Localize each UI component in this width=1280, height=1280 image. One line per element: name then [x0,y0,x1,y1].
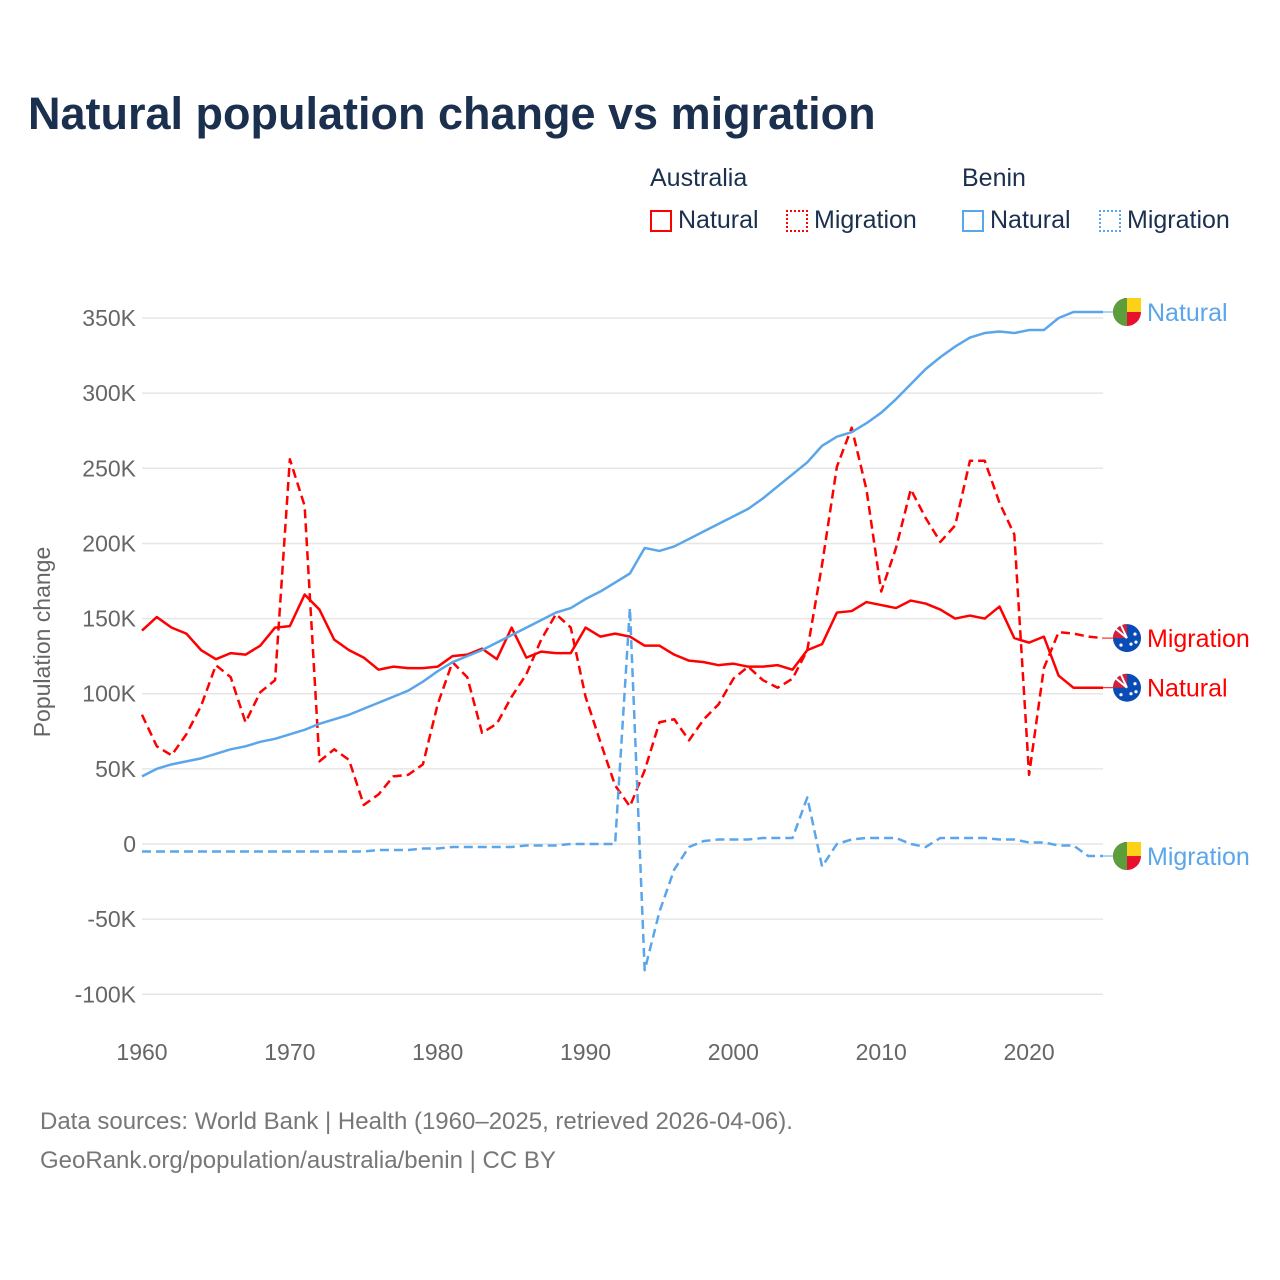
legend-group-australia: Australia [650,164,748,192]
legend-item-australia-migration[interactable]: Migration [786,206,917,235]
y-tick-label: -100K [75,981,137,1007]
legend-label: Migration [814,206,917,234]
y-tick-label: 300K [82,380,136,406]
flag-star [1129,692,1133,696]
y-tick-label: 100K [82,681,136,707]
australia-flag-icon [1113,673,1141,702]
x-tick-label: 2020 [1003,1039,1054,1065]
series-end-label: Migration [1147,625,1250,653]
x-tick-label: 2010 [856,1039,907,1065]
footer-sources: Data sources: World Bank | Health (1960–… [40,1108,793,1135]
legend-label: Natural [678,206,759,234]
legend-item-benin-natural[interactable]: Natural [962,206,1071,235]
series-line-australia-natural [141,593,1103,689]
benin-flag-icon [1113,842,1141,871]
footer-attribution: GeoRank.org/population/australia/benin |… [40,1147,556,1174]
series-end-label: Natural [1147,675,1228,703]
flag-star [1134,690,1138,694]
legend-item-australia-natural[interactable]: Natural [650,206,759,235]
flag-part [1113,298,1127,327]
series-line-australia-migration [140,426,1104,808]
x-tick-label: 1970 [264,1039,315,1065]
flag-part [1115,674,1128,689]
y-tick-label: 50K [95,756,137,782]
flag-star [1119,693,1123,697]
y-tick-label: -50K [87,906,136,932]
legend-group-benin: Benin [962,164,1026,192]
flag-star [1134,640,1138,644]
chart-title: Natural population change vs migration [28,88,876,139]
legend-swatch-dotted [786,209,808,232]
series-end-label: Migration [1147,843,1250,871]
series-line-benin-migration [142,606,1103,972]
flag-part [1127,842,1141,857]
y-tick-label: 350K [82,305,136,331]
legend-swatch-dotted [1099,209,1121,232]
benin-flag-icon [1113,298,1141,327]
series-end-label: Natural [1147,299,1228,327]
flag-star [1129,642,1133,646]
x-tick-label: 2000 [708,1039,759,1065]
flag-star [1119,643,1123,647]
legend-item-benin-migration[interactable]: Migration [1099,206,1230,235]
y-tick-label: 250K [82,455,136,481]
flag-part [1115,624,1128,639]
x-tick-label: 1990 [560,1039,611,1065]
flag-star [1133,682,1137,686]
y-tick-label: 150K [82,606,136,632]
legend-label: Natural [990,206,1071,234]
flag-part [1113,842,1127,871]
flag-star [1133,632,1137,636]
series-line-benin-natural [141,310,1103,778]
flag-part [1127,298,1141,313]
legend-swatch-solid [650,209,672,232]
x-tick-label: 1980 [412,1039,463,1065]
x-tick-label: 1960 [116,1039,167,1065]
y-tick-label: 200K [82,530,136,556]
legend-label: Migration [1127,206,1230,234]
y-tick-label: 0 [123,831,136,857]
y-axis-label: Population change [29,547,55,738]
australia-flag-icon [1113,624,1141,653]
legend-swatch-solid [962,209,984,232]
